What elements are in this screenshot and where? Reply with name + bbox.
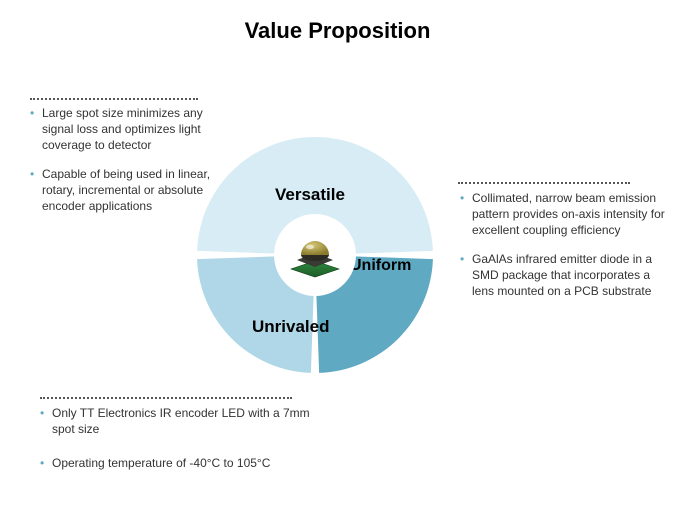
callout-list-versatile: Large spot size minimizes any signal los… <box>30 105 225 214</box>
callout-line-uniform <box>458 182 630 184</box>
segment-label-versatile: Versatile <box>275 185 345 205</box>
product-icon <box>285 231 345 279</box>
callout-unrivaled: Only TT Electronics IR encoder LED with … <box>40 405 310 472</box>
callout-item: Only TT Electronics IR encoder LED with … <box>40 405 310 437</box>
callout-uniform: Collimated, narrow beam emission pattern… <box>460 190 665 299</box>
callout-versatile: Large spot size minimizes any signal los… <box>30 105 225 214</box>
callout-item: Capable of being used in linear, rotary,… <box>30 166 225 215</box>
page-title: Value Proposition <box>0 0 675 44</box>
callout-list-unrivaled: Only TT Electronics IR encoder LED with … <box>40 405 310 472</box>
callout-item: Large spot size minimizes any signal los… <box>30 105 225 154</box>
segment-label-unrivaled: Unrivaled <box>252 317 329 337</box>
callout-item: Operating temperature of -40°C to 105°C <box>40 455 310 471</box>
callout-item: Collimated, narrow beam emission pattern… <box>460 190 665 239</box>
callout-line-unrivaled <box>40 397 292 399</box>
pie-center <box>274 214 356 296</box>
callout-list-uniform: Collimated, narrow beam emission pattern… <box>460 190 665 299</box>
callout-item: GaAlAs infrared emitter diode in a SMD p… <box>460 251 665 300</box>
callout-line-versatile <box>30 98 198 100</box>
segment-label-uniform: Uniform <box>350 257 411 275</box>
